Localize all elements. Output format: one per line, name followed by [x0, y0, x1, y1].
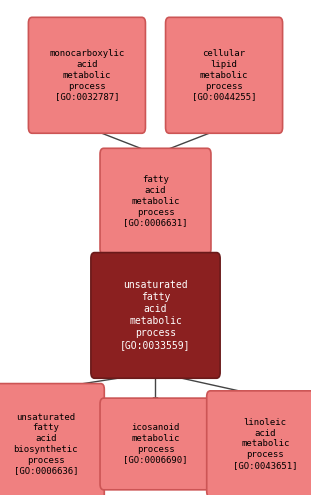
Text: unsaturated
fatty
acid
metabolic
process
[GO:0033559]: unsaturated fatty acid metabolic process… [120, 280, 191, 350]
FancyBboxPatch shape [165, 17, 283, 133]
FancyBboxPatch shape [28, 17, 146, 133]
FancyBboxPatch shape [100, 148, 211, 254]
FancyBboxPatch shape [0, 384, 104, 495]
Text: linoleic
acid
metabolic
process
[GO:0043651]: linoleic acid metabolic process [GO:0043… [233, 418, 297, 470]
Text: monocarboxylic
acid
metabolic
process
[GO:0032787]: monocarboxylic acid metabolic process [G… [49, 50, 124, 101]
Text: unsaturated
fatty
acid
biosynthetic
process
[GO:0006636]: unsaturated fatty acid biosynthetic proc… [14, 413, 78, 475]
FancyBboxPatch shape [91, 252, 220, 378]
FancyBboxPatch shape [100, 398, 211, 490]
FancyBboxPatch shape [207, 391, 311, 495]
Text: cellular
lipid
metabolic
process
[GO:0044255]: cellular lipid metabolic process [GO:004… [192, 50, 256, 101]
Text: icosanoid
metabolic
process
[GO:0006690]: icosanoid metabolic process [GO:0006690] [123, 423, 188, 465]
Text: fatty
acid
metabolic
process
[GO:0006631]: fatty acid metabolic process [GO:0006631… [123, 175, 188, 227]
